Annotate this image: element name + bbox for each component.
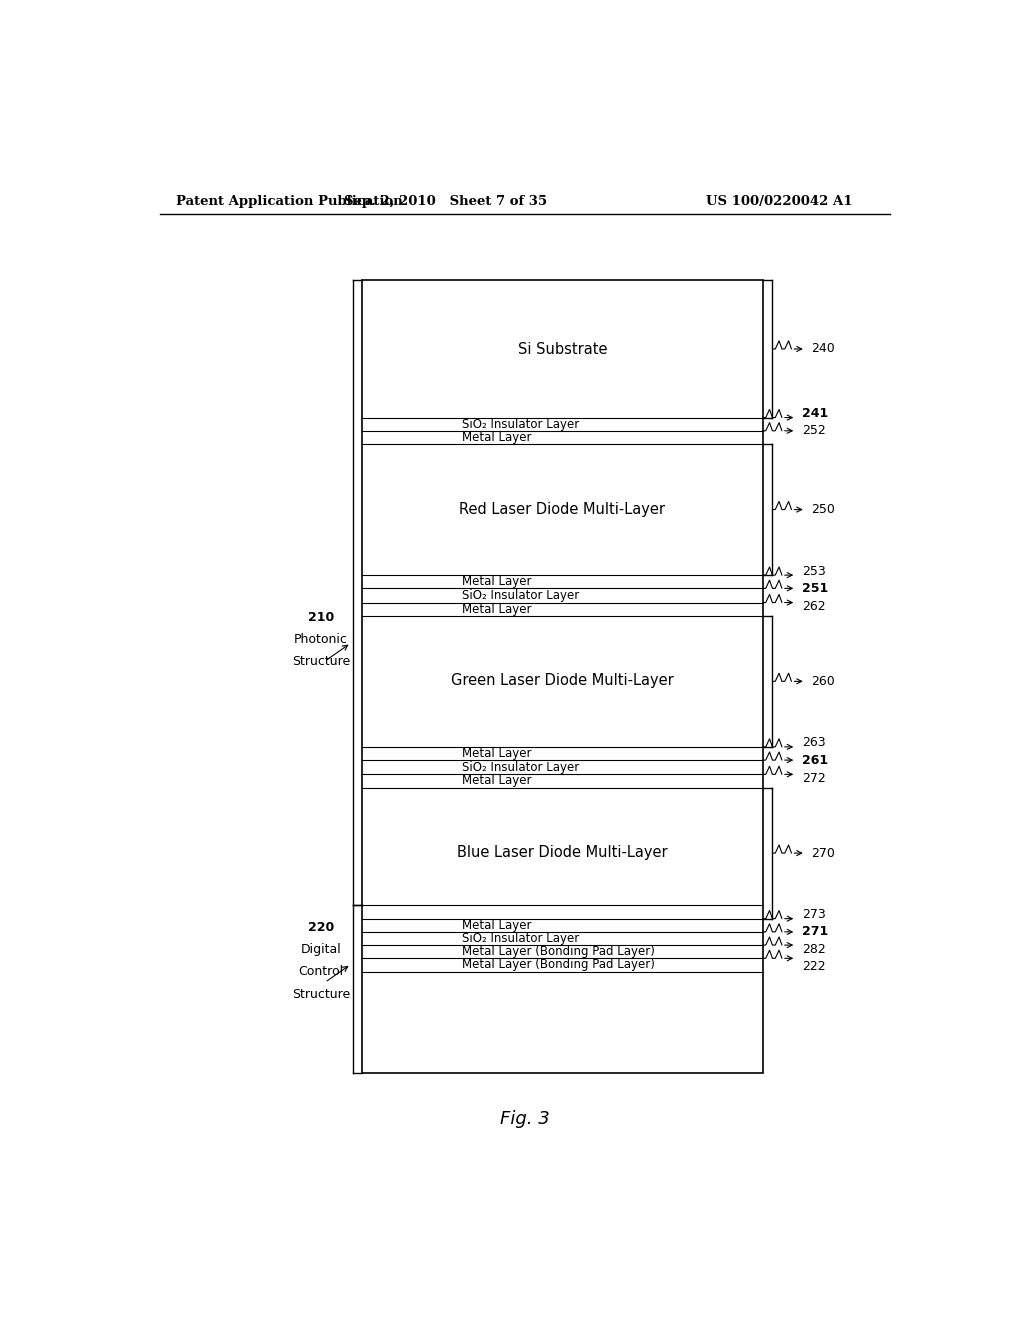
- Text: Sep. 2, 2010   Sheet 7 of 35: Sep. 2, 2010 Sheet 7 of 35: [344, 194, 547, 207]
- Text: Structure: Structure: [292, 655, 350, 668]
- Text: 220: 220: [308, 920, 334, 933]
- Text: 253: 253: [802, 565, 825, 578]
- Text: Metal Layer: Metal Layer: [462, 603, 531, 615]
- Text: 210: 210: [308, 611, 334, 623]
- Text: 282: 282: [802, 942, 825, 956]
- Text: 271: 271: [802, 925, 828, 939]
- Text: Structure: Structure: [292, 987, 350, 1001]
- Text: Photonic: Photonic: [294, 634, 348, 645]
- Text: Fig. 3: Fig. 3: [500, 1110, 550, 1127]
- Text: 222: 222: [802, 960, 825, 973]
- Text: Si Substrate: Si Substrate: [518, 342, 607, 356]
- Text: Metal Layer: Metal Layer: [462, 775, 531, 788]
- Text: SiO₂ Insulator Layer: SiO₂ Insulator Layer: [462, 417, 580, 430]
- Text: Digital: Digital: [300, 942, 341, 956]
- Text: Green Laser Diode Multi-Layer: Green Laser Diode Multi-Layer: [452, 673, 674, 688]
- Text: Metal Layer: Metal Layer: [462, 430, 531, 444]
- Text: 261: 261: [802, 754, 827, 767]
- Text: 263: 263: [802, 737, 825, 750]
- Text: 251: 251: [802, 582, 828, 595]
- Text: SiO₂ Insulator Layer: SiO₂ Insulator Layer: [462, 932, 580, 945]
- Text: Metal Layer: Metal Layer: [462, 576, 531, 589]
- Text: SiO₂ Insulator Layer: SiO₂ Insulator Layer: [462, 760, 580, 774]
- Text: 240: 240: [811, 342, 835, 355]
- Text: SiO₂ Insulator Layer: SiO₂ Insulator Layer: [462, 589, 580, 602]
- Text: US 100/0220042 A1: US 100/0220042 A1: [706, 194, 852, 207]
- Text: 252: 252: [802, 424, 825, 437]
- Text: 270: 270: [811, 846, 836, 859]
- Text: 260: 260: [811, 675, 835, 688]
- Text: 272: 272: [802, 772, 825, 785]
- Text: 241: 241: [802, 407, 828, 420]
- Text: 250: 250: [811, 503, 836, 516]
- Bar: [362, 280, 763, 1073]
- Text: Metal Layer (Bonding Pad Layer): Metal Layer (Bonding Pad Layer): [462, 945, 655, 958]
- Text: Metal Layer: Metal Layer: [462, 919, 531, 932]
- Text: 273: 273: [802, 908, 825, 921]
- Text: Red Laser Diode Multi-Layer: Red Laser Diode Multi-Layer: [460, 502, 666, 516]
- Text: Metal Layer (Bonding Pad Layer): Metal Layer (Bonding Pad Layer): [462, 958, 655, 972]
- Text: Control: Control: [298, 965, 343, 978]
- Text: Blue Laser Diode Multi-Layer: Blue Laser Diode Multi-Layer: [457, 845, 668, 861]
- Text: 262: 262: [802, 601, 825, 612]
- Text: Patent Application Publication: Patent Application Publication: [176, 194, 402, 207]
- Text: Metal Layer: Metal Layer: [462, 747, 531, 760]
